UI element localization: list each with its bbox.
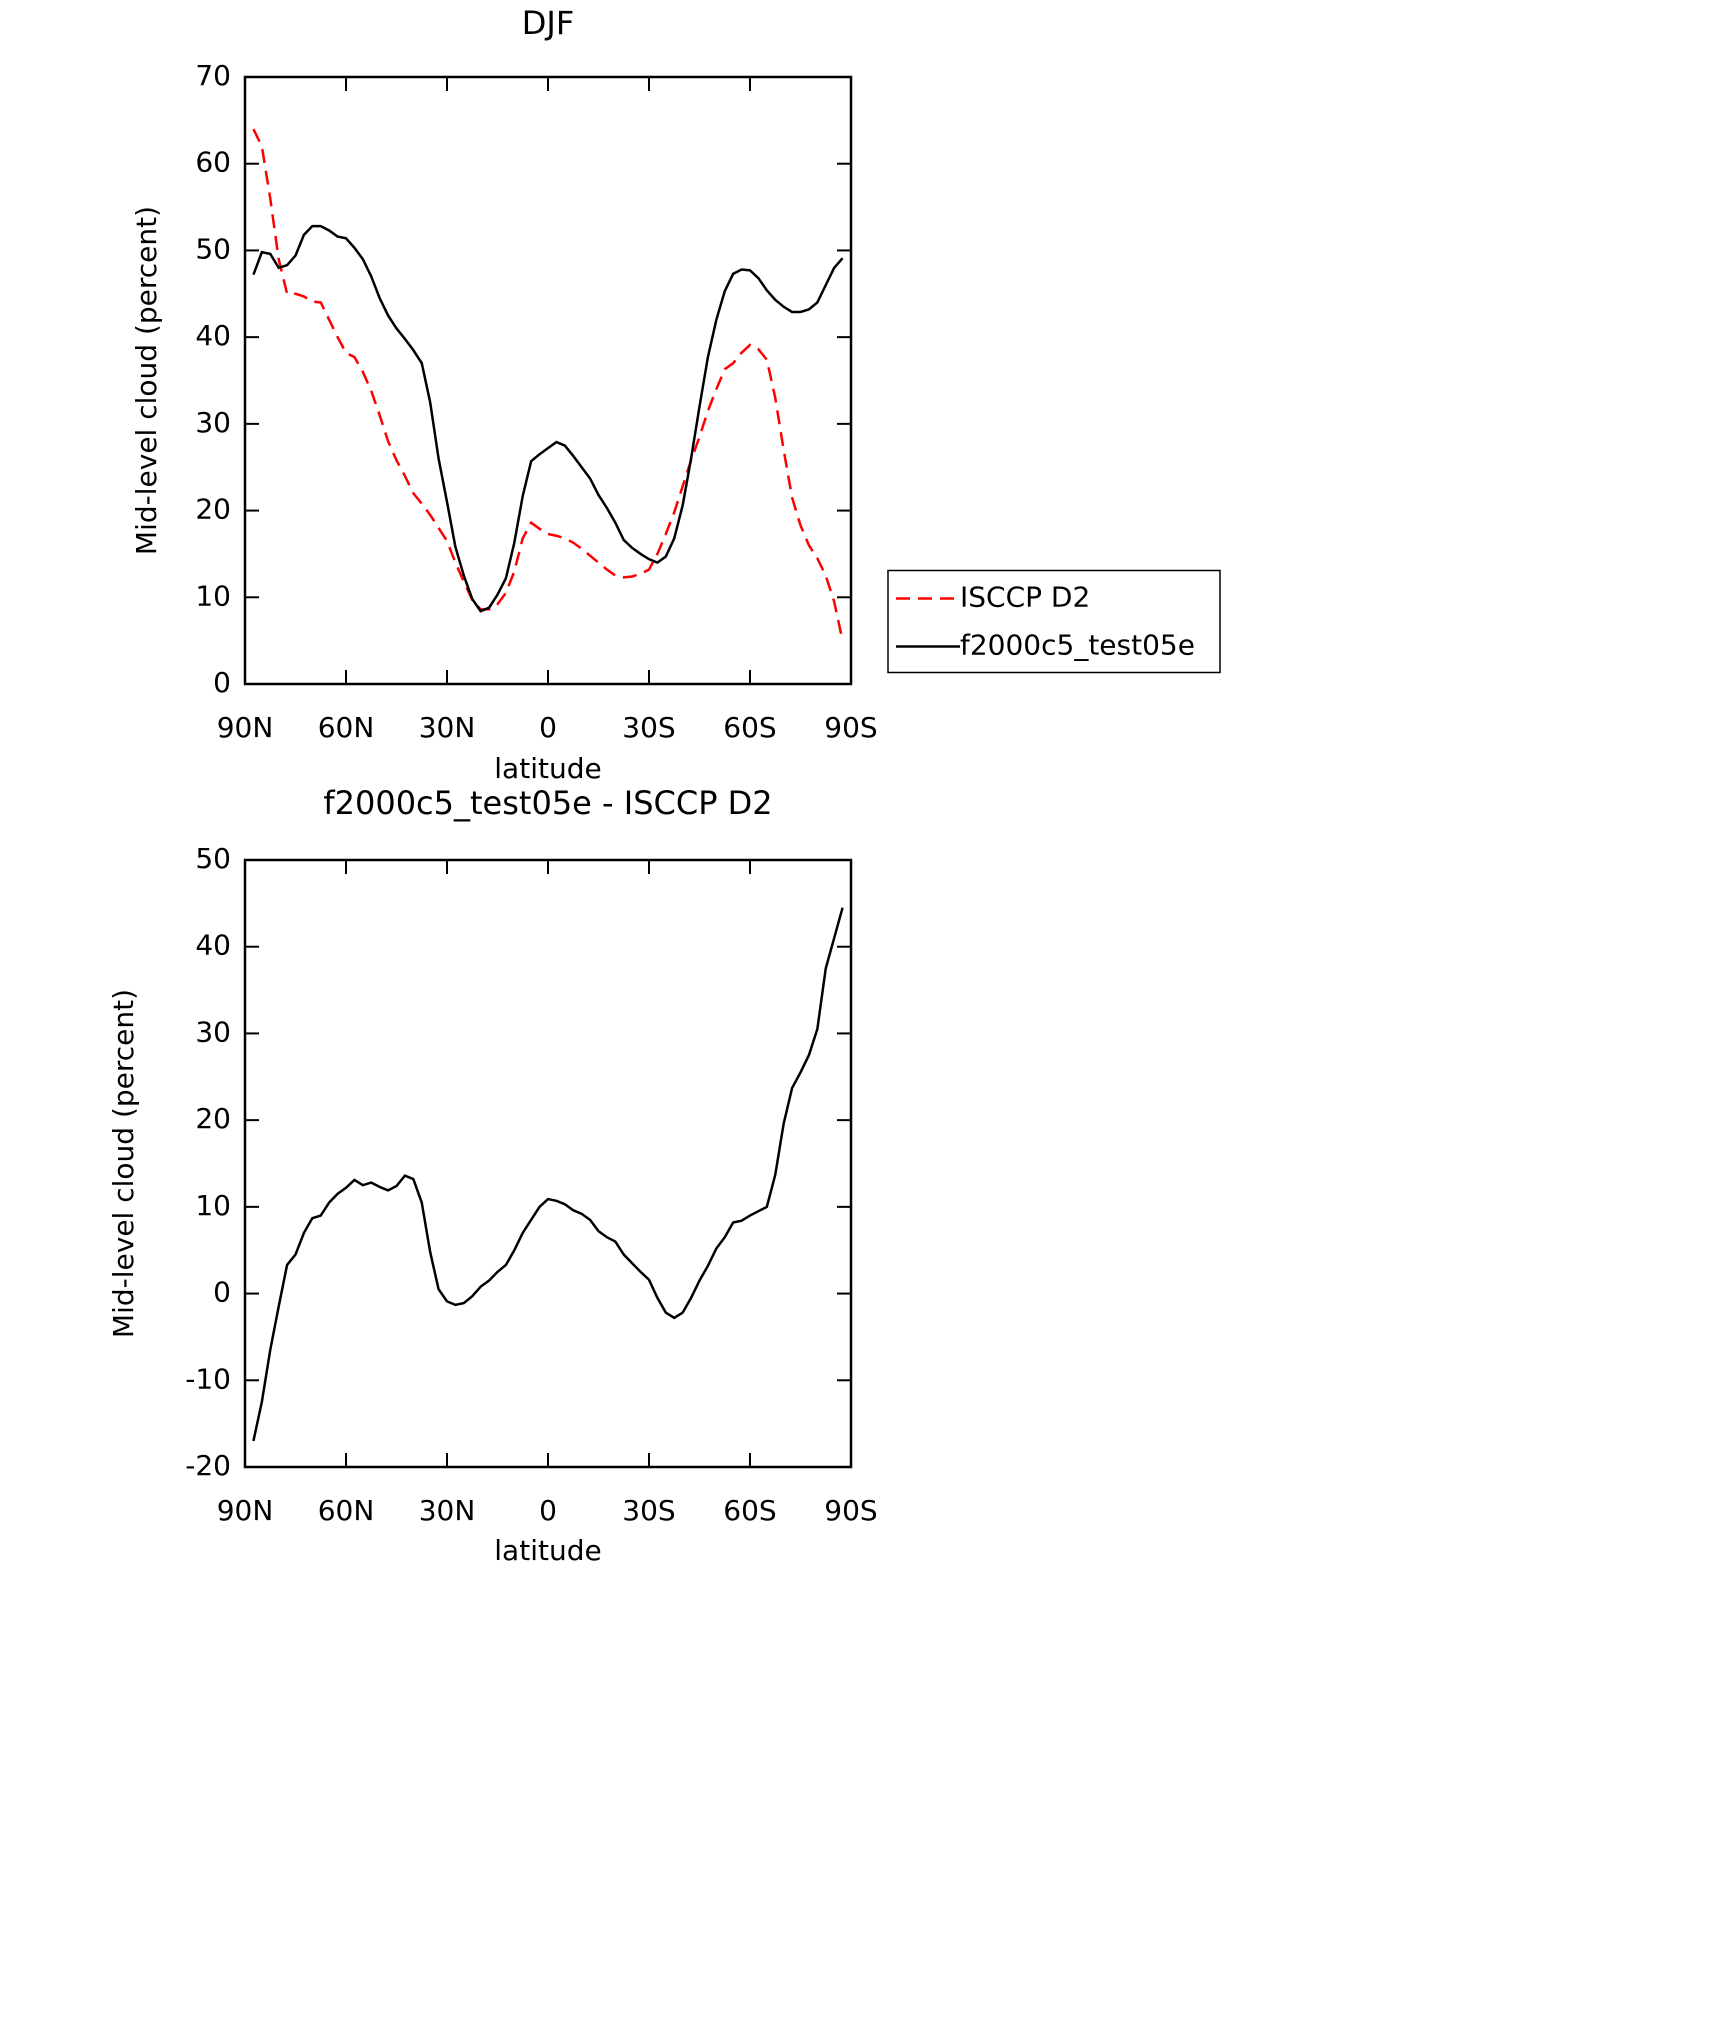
x-tick-label: 60N — [318, 1494, 375, 1527]
legend-label: f2000c5_test05e — [960, 629, 1195, 662]
y-tick-label: 30 — [195, 1015, 231, 1048]
y-tick-label: 10 — [195, 579, 231, 612]
y-tick-label: -10 — [185, 1362, 231, 1395]
x-tick-label: 30S — [622, 1494, 675, 1527]
legend-box — [887, 569, 1221, 674]
x-axis-label: latitude — [494, 752, 601, 785]
x-tick-label: 60S — [723, 711, 776, 744]
chart-title: DJF — [522, 4, 574, 42]
plot-frame — [243, 858, 853, 1469]
chart-title: f2000c5_test05e - ISCCP D2 — [323, 784, 772, 822]
data-line — [252, 907, 844, 1442]
y-axis-label: Mid-level cloud (percent) — [107, 989, 140, 1338]
chart: f2000c5_test05e - ISCCP D2 latitude Mid-le… — [107, 784, 878, 1567]
y-tick-label: 60 — [195, 146, 231, 179]
y-tick-label: 40 — [195, 319, 231, 352]
y-tick-label: 20 — [195, 1102, 231, 1135]
x-tick-label: 30S — [622, 711, 675, 744]
x-tick-label: 90S — [824, 1494, 877, 1527]
x-tick-label: 0 — [539, 1494, 557, 1527]
y-tick-label: 70 — [195, 59, 231, 92]
x-tick-label: 60S — [723, 1494, 776, 1527]
chart: DJF latitude Mid-level cloud (percent) 0 10 2… — [130, 4, 1221, 785]
y-tick-label: 20 — [195, 493, 231, 526]
y-tick-label: 0 — [213, 666, 231, 699]
x-tick-label: 90S — [824, 711, 877, 744]
y-tick-label: 0 — [213, 1276, 231, 1309]
y-tick-label: 10 — [195, 1189, 231, 1222]
plot-frame — [243, 75, 853, 686]
data-line — [252, 224, 844, 613]
y-tick-label: 50 — [195, 232, 231, 265]
y-tick-label: 40 — [195, 929, 231, 962]
x-tick-label: 0 — [539, 711, 557, 744]
x-tick-label: 30N — [419, 711, 476, 744]
x-tick-label: 30N — [419, 1494, 476, 1527]
x-tick-label: 90N — [217, 711, 274, 744]
y-tick-label: 30 — [195, 406, 231, 439]
y-axis-label: Mid-level cloud (percent) — [130, 206, 163, 555]
y-tick-label: -20 — [185, 1449, 231, 1482]
data-line — [252, 128, 844, 641]
legend-label: ISCCP D2 — [960, 581, 1090, 614]
y-tick-label: 50 — [195, 842, 231, 875]
x-axis-label: latitude — [494, 1534, 601, 1567]
x-tick-label: 90N — [217, 1494, 274, 1527]
x-tick-label: 60N — [318, 711, 375, 744]
